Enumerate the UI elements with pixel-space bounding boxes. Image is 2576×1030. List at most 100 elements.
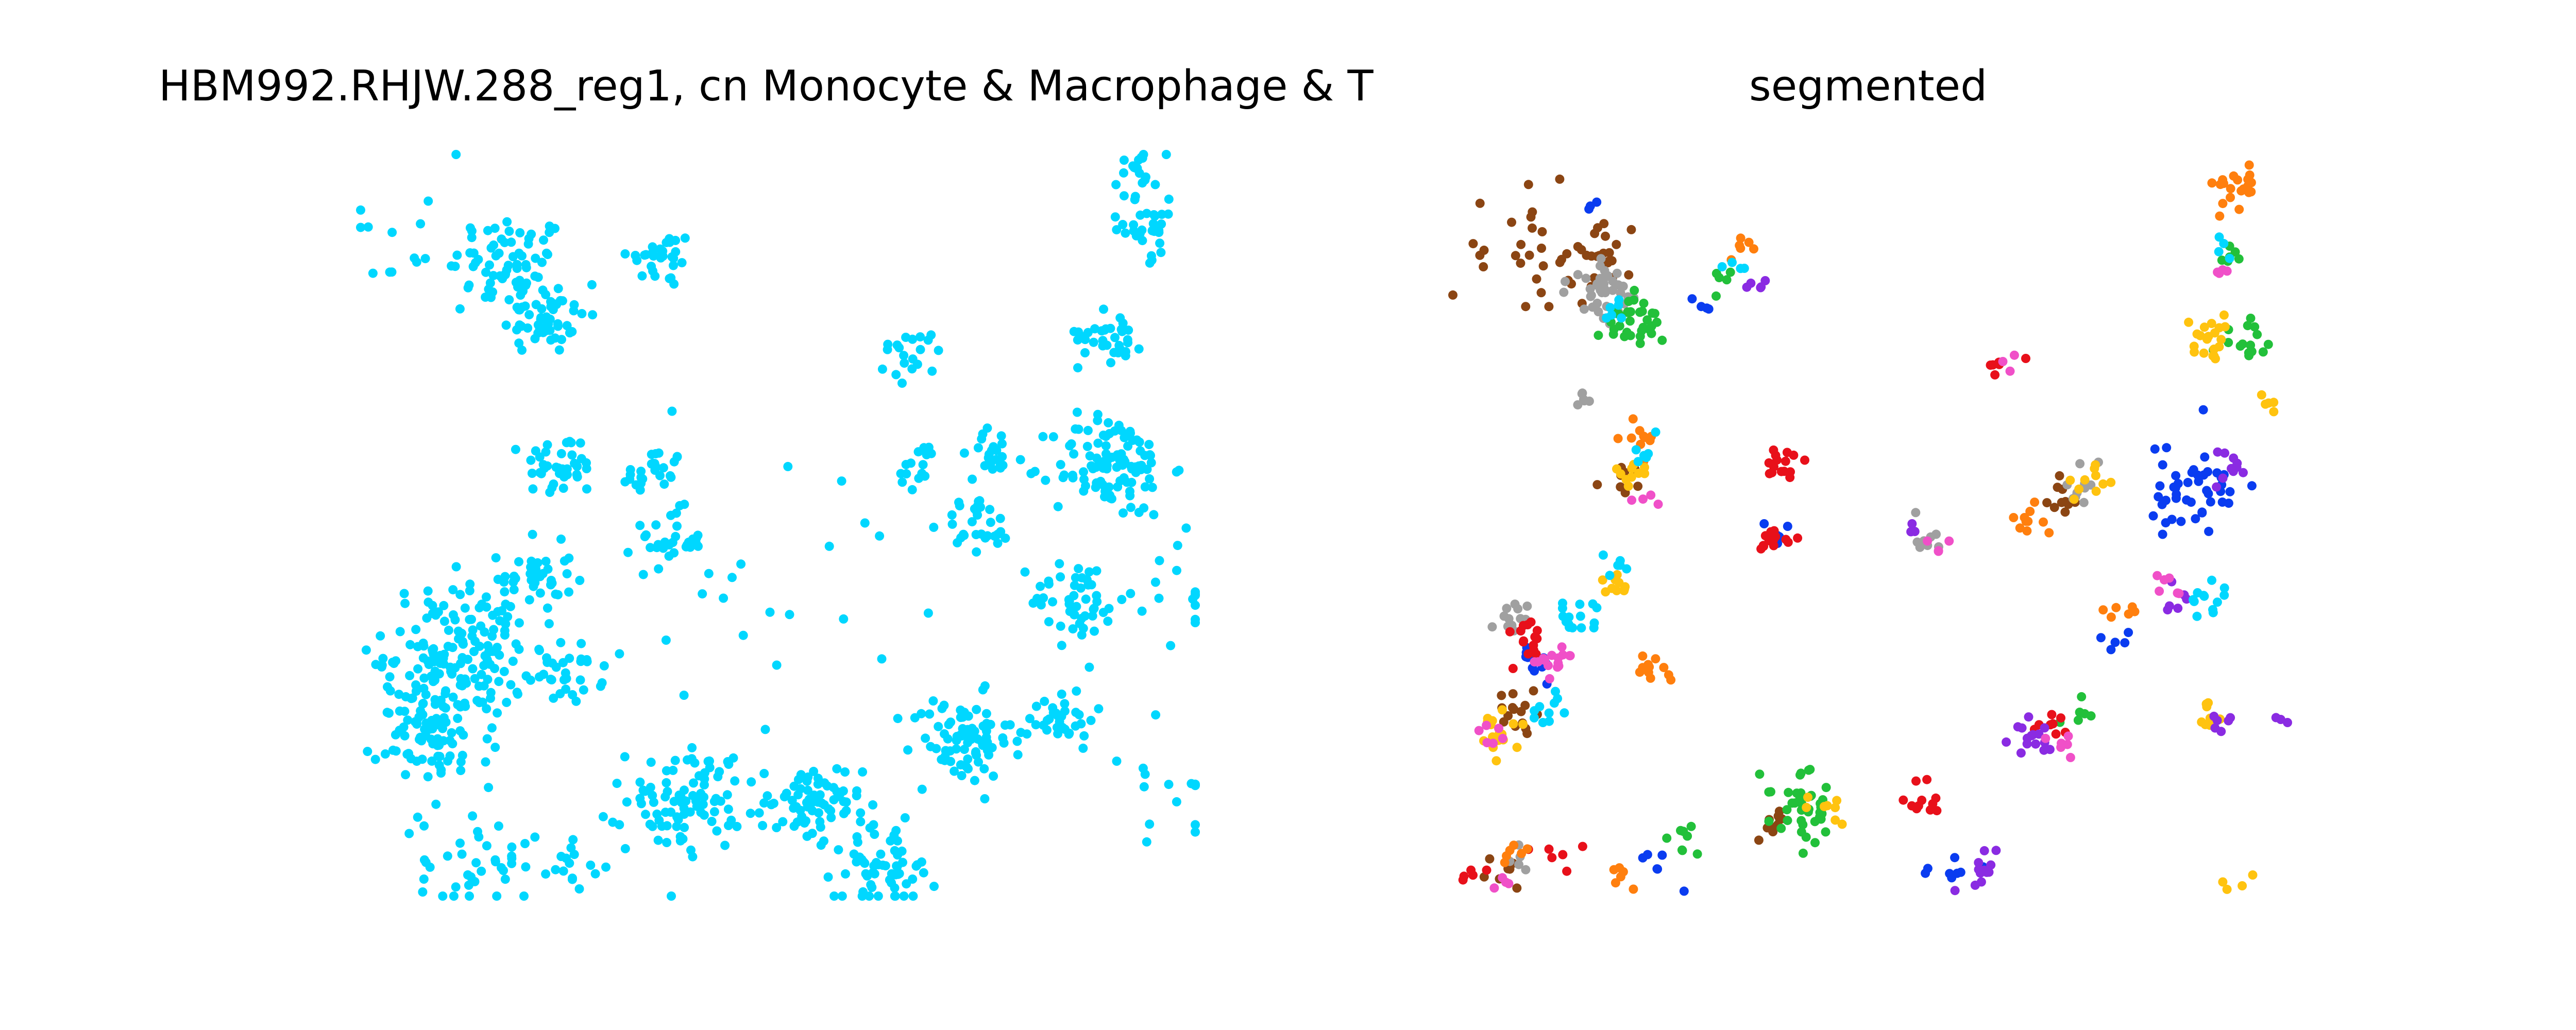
scatter-point: [1612, 464, 1621, 474]
scatter-point: [601, 862, 611, 872]
scatter-point: [1150, 211, 1160, 221]
scatter-point: [544, 619, 554, 629]
scatter-point: [704, 569, 714, 578]
scatter-point: [963, 764, 973, 774]
scatter-point: [1746, 278, 1756, 288]
scatter-point: [971, 748, 980, 758]
scatter-point: [471, 858, 481, 868]
scatter-point: [1537, 227, 1547, 236]
scatter-point: [1559, 287, 1569, 297]
scatter-point: [1784, 787, 1793, 797]
scatter-point: [527, 469, 537, 478]
scatter-point: [720, 840, 730, 850]
scatter-point: [1056, 572, 1065, 582]
scatter-point: [822, 781, 832, 791]
scatter-point: [2276, 715, 2285, 724]
scatter-point: [1123, 441, 1133, 451]
scatter-point: [500, 587, 510, 597]
scatter-point: [1081, 594, 1091, 604]
scatter-point: [514, 248, 524, 258]
scatter-point: [1780, 467, 1789, 476]
scatter-point: [668, 765, 678, 775]
scatter-point: [1643, 660, 1653, 670]
scatter-point: [431, 799, 441, 809]
scatter-point: [622, 797, 632, 807]
scatter-point: [439, 713, 449, 723]
scatter-point: [528, 484, 538, 494]
scatter-point: [1134, 168, 1144, 178]
scatter-point: [956, 730, 965, 740]
scatter-point: [1164, 194, 1174, 204]
scatter-point: [1683, 831, 1692, 841]
scatter-point: [1991, 846, 2001, 855]
scatter-point: [507, 853, 517, 863]
scatter-point: [662, 838, 672, 847]
scatter-point: [541, 312, 551, 322]
scatter-point: [531, 300, 541, 310]
scatter-point: [880, 861, 890, 871]
scatter-point: [2091, 486, 2101, 496]
scatter-point: [1092, 478, 1101, 488]
scatter-point: [2217, 255, 2227, 265]
scatter-point: [638, 570, 648, 579]
scatter-point: [2202, 486, 2212, 495]
scatter-point: [1142, 209, 1151, 218]
scatter-point: [1084, 662, 1094, 672]
scatter-point: [929, 882, 939, 891]
scatter-point: [1577, 623, 1586, 633]
scatter-point: [2252, 330, 2262, 339]
scatter-point: [2031, 739, 2041, 749]
scatter-point: [1098, 608, 1108, 617]
scatter-point: [635, 521, 645, 530]
scatter-point: [1598, 550, 1608, 560]
scatter-point: [959, 529, 968, 539]
scatter-point: [1001, 534, 1010, 543]
scatter-point: [754, 808, 764, 818]
scatter-point: [1956, 867, 1965, 877]
scatter-point: [582, 484, 591, 494]
scatter-point: [1072, 686, 1081, 696]
scatter-point: [719, 593, 728, 603]
scatter-point: [1166, 641, 1176, 650]
scatter-point: [2229, 171, 2239, 181]
scatter-point: [1523, 620, 1533, 630]
scatter-point: [1118, 220, 1128, 229]
scatter-point: [1643, 667, 1653, 677]
scatter-point: [1816, 814, 1826, 824]
scatter-point: [412, 257, 421, 267]
scatter-point: [1725, 267, 1735, 277]
scatter-point: [491, 553, 501, 563]
scatter-point: [1060, 699, 1070, 709]
scatter-point: [637, 271, 647, 281]
scatter-point: [972, 547, 981, 557]
scatter-point: [999, 738, 1009, 748]
scatter-point: [900, 358, 909, 368]
scatter-point: [660, 808, 670, 817]
scatter-point: [2106, 612, 2116, 622]
scatter-point: [1503, 711, 1513, 720]
scatter-point: [512, 260, 522, 269]
scatter-point: [1518, 637, 1528, 647]
scatter-point: [476, 621, 486, 631]
scatter-point: [1744, 237, 1754, 247]
scatter-point: [2075, 708, 2084, 717]
scatter-point: [419, 821, 429, 831]
scatter-point: [1070, 580, 1079, 590]
scatter-point: [1765, 469, 1774, 478]
scatter-point: [543, 440, 552, 450]
scatter-point: [400, 707, 410, 716]
scatter-point: [2077, 692, 2087, 701]
scatter-point: [545, 488, 555, 497]
scatter-point: [918, 460, 928, 470]
scatter-point: [482, 655, 492, 665]
scatter-point: [1804, 765, 1814, 775]
scatter-point: [1074, 327, 1083, 337]
scatter-point: [803, 772, 813, 782]
scatter-point: [2219, 590, 2229, 600]
scatter-point: [1589, 623, 1599, 633]
scatter-point: [970, 726, 979, 736]
scatter-point: [1500, 857, 1510, 867]
scatter-point: [526, 675, 535, 685]
scatter-point: [1764, 816, 1774, 826]
scatter-point: [2110, 638, 2120, 647]
